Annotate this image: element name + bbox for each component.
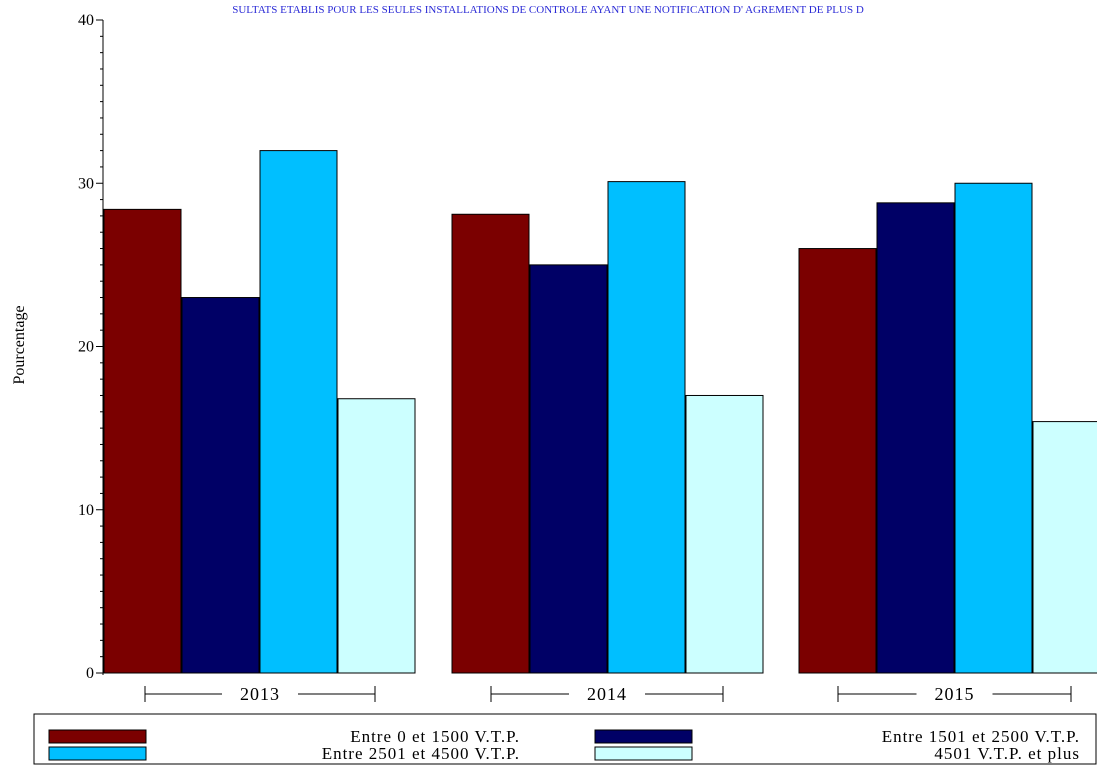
bar-2015-series-1 <box>798 248 877 674</box>
bar-2013-series-2 <box>181 297 260 674</box>
bar-2013-series-4 <box>337 398 416 674</box>
category-label-2015: 2015 <box>935 684 975 704</box>
legend-swatch-series-4 <box>594 746 693 761</box>
bars <box>103 150 1097 674</box>
bar-2015-series-2 <box>876 202 955 674</box>
legend-swatch-series-2 <box>594 729 693 744</box>
legend-swatch-series-1 <box>48 729 147 744</box>
legend: Entre 0 et 1500 V.T.P. Entre 1501 et 2500… <box>33 713 1097 765</box>
bar-2013-series-1 <box>103 208 182 674</box>
y-tick-label: 30 <box>78 175 94 192</box>
bar-2015-series-3 <box>954 182 1033 674</box>
category-axis: 2013 2014 2015 <box>144 684 1072 704</box>
y-axis: 0 10 20 30 40 <box>78 12 104 682</box>
y-axis-label: Pourcentage <box>11 305 28 384</box>
category-label-2014: 2014 <box>587 684 627 704</box>
legend-frame <box>33 713 1097 765</box>
chart-title: SULTATS ETABLIS POUR LES SEULES INSTALLA… <box>232 4 864 16</box>
y-tick-label: 20 <box>78 339 94 356</box>
legend-label-series-3: Entre 2501 et 4500 V.T.P. <box>322 744 520 763</box>
y-tick-label: 0 <box>86 665 94 682</box>
bar-2015-series-4 <box>1032 421 1097 674</box>
legend-swatch-series-3 <box>48 746 147 761</box>
bar-2014-series-2 <box>529 264 608 674</box>
category-label-2013: 2013 <box>240 684 280 704</box>
bar-2014-series-1 <box>451 213 530 674</box>
legend-label-series-1: Entre 0 et 1500 V.T.P. <box>350 727 520 746</box>
bar-2014-series-4 <box>685 394 764 674</box>
bar-2014-series-3 <box>607 181 686 674</box>
bar-2013-series-3 <box>259 150 338 674</box>
y-tick-label: 40 <box>78 12 94 29</box>
legend-label-series-2: Entre 1501 et 2500 V.T.P. <box>882 727 1080 746</box>
legend-label-series-4: 4501 V.T.P. et plus <box>934 744 1080 763</box>
y-tick-label: 10 <box>78 502 94 519</box>
